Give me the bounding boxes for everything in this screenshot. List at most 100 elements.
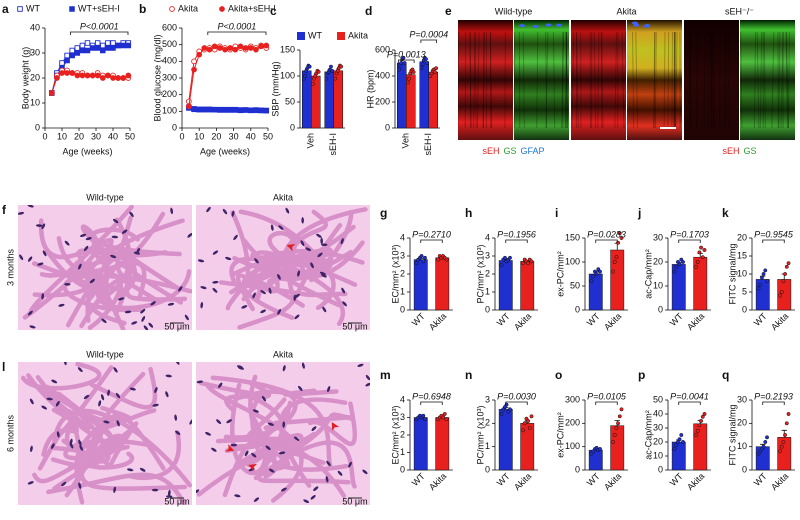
nucleus (41, 293, 45, 300)
fiber (707, 31, 710, 129)
nucleus (326, 460, 331, 467)
fiber (575, 31, 579, 129)
nucleus (139, 467, 146, 472)
data-point (419, 66, 424, 71)
marker (69, 52, 75, 59)
fiber (653, 31, 656, 129)
panel-letter: f (2, 203, 7, 217)
fiber (476, 31, 480, 129)
panel-letter: p (638, 368, 645, 382)
data-point (763, 440, 768, 444)
nucleus (252, 292, 256, 299)
stain-legend: sEH GS (722, 146, 756, 156)
data-point (677, 437, 682, 442)
marker (169, 6, 175, 12)
arrow (286, 243, 296, 252)
nucleus (254, 258, 259, 264)
y-tick-label: 200 (375, 96, 390, 106)
fiber (625, 31, 626, 105)
fiber (614, 31, 617, 129)
y-tick-label: 15 (737, 250, 747, 260)
nucleus (212, 287, 218, 293)
scale-bar-label: 50 μm (164, 496, 189, 506)
y-axis-label: Blood glucose (mg/dl) (152, 34, 162, 121)
nucleus (231, 210, 235, 217)
nucleus (50, 443, 55, 449)
nucleus (56, 431, 60, 438)
nucleus (236, 365, 244, 369)
nucleus (61, 481, 67, 487)
data-point (521, 428, 525, 433)
y-tick-label: 3 (400, 250, 405, 260)
image-tile (196, 362, 370, 505)
data-point (527, 426, 532, 430)
nucleus (268, 468, 275, 473)
nucleus (261, 395, 267, 402)
nucleus (77, 367, 83, 373)
data-point (778, 293, 782, 298)
data-point (399, 61, 404, 65)
nucleus (197, 259, 205, 263)
nucleus (78, 439, 82, 446)
nucleus (278, 451, 286, 455)
y-tick-label: 2 (400, 268, 405, 278)
marker (211, 106, 218, 113)
panel-letter: h (465, 206, 472, 220)
nucleus (41, 405, 48, 410)
y-axis-label: PC/mm² (x10³) (475, 245, 485, 304)
x-tick-label: Akita (769, 311, 790, 332)
y-axis-label: ex-PC/mm² (555, 412, 565, 458)
nucleus (79, 444, 83, 451)
nucleus (293, 436, 300, 441)
significance-bracket (420, 239, 443, 243)
bar (428, 71, 438, 129)
fiber (785, 31, 789, 129)
significance-bracket (207, 31, 267, 35)
nucleus (78, 263, 82, 270)
x-tick-label: Akita (685, 311, 706, 332)
x-tick-label: 10 (57, 131, 67, 141)
data-point (316, 69, 321, 74)
nucleus (148, 322, 154, 328)
y-tick-label: 50 (570, 280, 580, 290)
nucleus (154, 387, 158, 394)
nucleus (234, 494, 241, 498)
nucleus (103, 420, 110, 424)
y-tick-label: 3 (400, 412, 405, 422)
fiber (593, 31, 597, 129)
significance-bracket (420, 39, 438, 43)
marker (17, 6, 23, 12)
marker (110, 75, 116, 81)
data-point (303, 74, 307, 78)
fiber (469, 31, 472, 129)
nucleus (150, 301, 156, 306)
marker (79, 47, 86, 54)
marker (237, 107, 244, 114)
nucleus (152, 403, 159, 407)
nucleus (200, 302, 204, 309)
nucleus (260, 290, 266, 295)
nucleus (362, 469, 368, 475)
nucleus (301, 362, 305, 369)
stain-name: GS (744, 146, 757, 156)
data-point (778, 449, 782, 454)
nucleus (64, 282, 71, 286)
nucleus (348, 461, 352, 468)
nucleus (184, 314, 189, 321)
x-tick-label: Veh (306, 133, 316, 149)
p-value: P=0.0041 (670, 391, 709, 401)
marker (258, 107, 264, 114)
x-tick-label: Akita (512, 311, 533, 332)
y-tick-label: 10 (30, 97, 40, 107)
data-point (307, 64, 312, 69)
vessel (56, 236, 147, 300)
nucleus (46, 397, 53, 401)
nucleus (300, 240, 305, 246)
panel-letter: q (722, 368, 729, 382)
nucleus (320, 237, 323, 245)
panel-letter: n (465, 368, 472, 382)
significance-bracket (678, 239, 701, 243)
marker (94, 40, 101, 46)
